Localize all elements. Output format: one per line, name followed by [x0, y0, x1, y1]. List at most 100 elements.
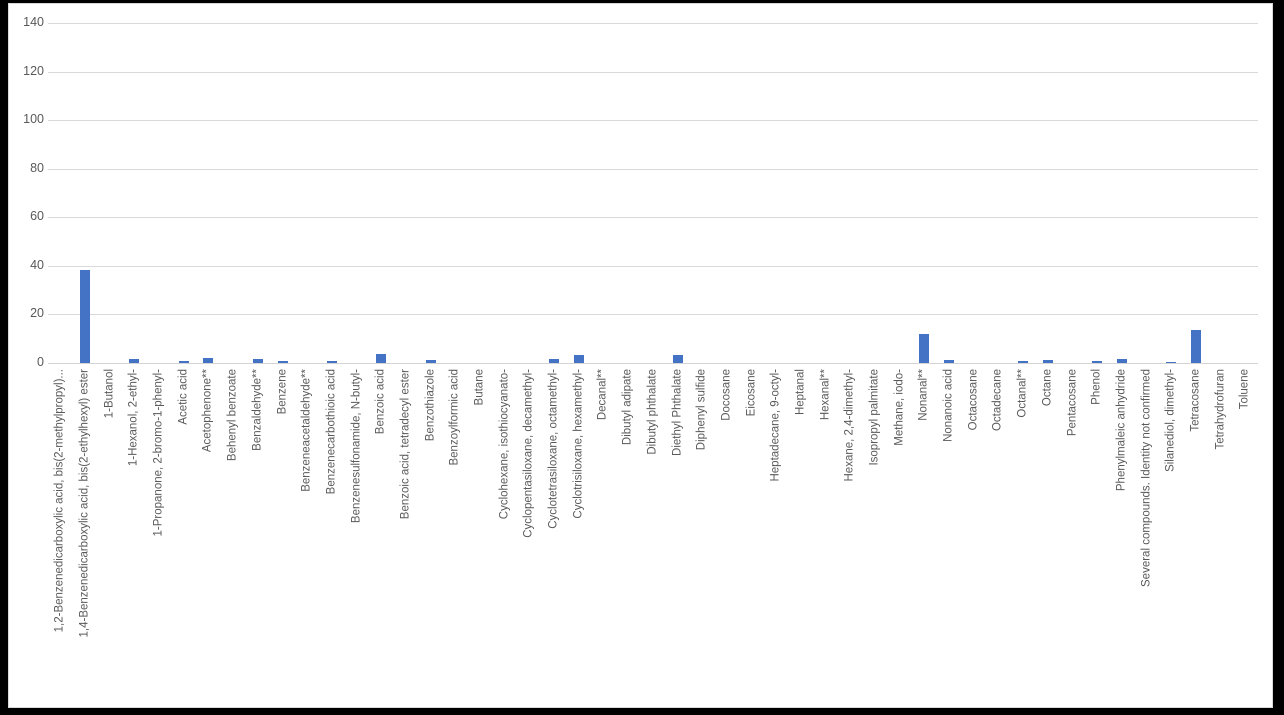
category-label: Pentacosane: [1066, 369, 1079, 437]
bar-cell: [690, 23, 715, 363]
category-label: Phenol: [1090, 369, 1103, 405]
category-label: Docosane: [720, 369, 733, 421]
category-cell: Heptanal: [789, 363, 814, 707]
bar-40[interactable]: [1042, 360, 1053, 363]
category-label: 1,4-Benzenedicarboxylic acid, bis(2-ethy…: [78, 369, 91, 638]
bar-cell: [813, 23, 838, 363]
category-cell: 1,2-Benzenedicarboxylic acid, bis(2-meth…: [48, 363, 73, 707]
bar-9[interactable]: [277, 361, 288, 363]
bar-20[interactable]: [549, 359, 560, 363]
category-cell: Cyclotrisiloxane, hexamethyl-: [566, 363, 591, 707]
bar-42[interactable]: [1092, 361, 1103, 363]
category-cell: Benzoylformic acid: [443, 363, 468, 707]
category-label: Behenyl benzoate: [226, 369, 239, 462]
category-label: Benzothiazole: [424, 369, 437, 442]
bar-36[interactable]: [944, 360, 955, 363]
category-label: Hexane, 2,4-dimethyl-: [843, 369, 856, 482]
category-label: Nonanal**: [917, 369, 930, 421]
bar-cell: [295, 23, 320, 363]
bar-21[interactable]: [573, 354, 584, 363]
category-label: Acetic acid: [177, 369, 190, 425]
bar-15[interactable]: [425, 360, 436, 363]
category-label: Cyclohexane, isothiocyanato-: [498, 369, 511, 520]
bar-cell: [443, 23, 468, 363]
bar-46[interactable]: [1190, 330, 1201, 363]
bar-39[interactable]: [1018, 360, 1029, 363]
category-cell: Dibutyl adipate: [616, 363, 641, 707]
bar-cell: [270, 23, 295, 363]
bar-cell: [591, 23, 616, 363]
category-label: Heptadecane, 9-octyl-: [769, 369, 782, 482]
category-label: Eicosane: [745, 369, 758, 417]
bar-6[interactable]: [203, 358, 214, 363]
category-label: Benzoic acid, tetradecyl ester: [399, 369, 412, 520]
bar-cell: [1036, 23, 1061, 363]
category-label: Cyclotrisiloxane, hexamethyl-: [572, 369, 585, 519]
category-cell: Benzoic acid, tetradecyl ester: [394, 363, 419, 707]
category-cell: Octanal**: [1011, 363, 1036, 707]
bar-cell: [369, 23, 394, 363]
category-label: Diphenyl sulfide: [695, 369, 708, 451]
category-cell: Acetic acid: [171, 363, 196, 707]
bar-cell: [616, 23, 641, 363]
category-label: Tetrahydrofuran: [1214, 369, 1227, 450]
bar-cell: [937, 23, 962, 363]
bar-cell: [246, 23, 271, 363]
bar-45[interactable]: [1166, 361, 1177, 363]
bar-cell: [73, 23, 98, 363]
category-cell: Nonanoic acid: [937, 363, 962, 707]
category-cell: Octacosane: [961, 363, 986, 707]
bar-cell: [1110, 23, 1135, 363]
bar-13[interactable]: [376, 353, 387, 363]
bar-43[interactable]: [1116, 359, 1127, 363]
y-tick-label: 20: [30, 306, 44, 321]
category-label: 1,2-Benzenedicarboxylic acid, bis(2-meth…: [53, 369, 66, 633]
bar-8[interactable]: [252, 358, 263, 363]
category-cell: Isopropyl palmitate: [863, 363, 888, 707]
category-cell: Heptadecane, 9-octyl-: [764, 363, 789, 707]
gridline-y-40: [48, 265, 1258, 267]
bar-35[interactable]: [919, 333, 930, 363]
bar-cell: [344, 23, 369, 363]
category-cell: Nonanal**: [912, 363, 937, 707]
bar-25[interactable]: [672, 354, 683, 363]
bar-cell: [887, 23, 912, 363]
gridline-y-20: [48, 314, 1258, 316]
bar-5[interactable]: [178, 361, 189, 363]
bar-1[interactable]: [80, 269, 91, 363]
bar-cell: [542, 23, 567, 363]
plot-area: [48, 23, 1258, 364]
category-cell: Benzoic acid: [369, 363, 394, 707]
category-cell: Diphenyl sulfide: [690, 363, 715, 707]
bar-cell: [863, 23, 888, 363]
category-label: Octane: [1041, 369, 1054, 407]
category-label: Silanediol, dimethyl-: [1164, 369, 1177, 472]
gridline-y-80: [48, 168, 1258, 170]
category-cell: 1-Hexanol, 2-ethyl-: [122, 363, 147, 707]
category-label: Butane: [473, 369, 486, 406]
bar-cell: [517, 23, 542, 363]
category-label: Benzenecarbothioic acid: [325, 369, 338, 495]
category-label: Phenylmaleic anhydride: [1115, 369, 1128, 492]
category-cell: Tetrahydrofuran: [1208, 363, 1233, 707]
bar-cell: [912, 23, 937, 363]
category-cell: Cyclohexane, isothiocyanato-: [492, 363, 517, 707]
category-cell: 1-Propanone, 2-bromo-1-phenyl-: [147, 363, 172, 707]
category-cell: Methane, iodo-: [887, 363, 912, 707]
category-cell: Benzeneacetaldehyde**: [295, 363, 320, 707]
bar-cell: [320, 23, 345, 363]
bar-cell: [1184, 23, 1209, 363]
bar-cell: [171, 23, 196, 363]
gridline-y-100: [48, 120, 1258, 122]
category-cell: Benzenecarbothioic acid: [320, 363, 345, 707]
category-label: 1-Propanone, 2-bromo-1-phenyl-: [152, 369, 165, 537]
category-label: Decanal**: [596, 369, 609, 421]
category-label: Benzene: [276, 369, 289, 415]
category-label: Nonanoic acid: [942, 369, 955, 442]
category-cell: Benzene: [270, 363, 295, 707]
bar-cell: [122, 23, 147, 363]
bar-11[interactable]: [326, 361, 337, 363]
bar-cell: [789, 23, 814, 363]
bar-3[interactable]: [129, 359, 140, 363]
y-tick-label: 40: [30, 257, 44, 272]
